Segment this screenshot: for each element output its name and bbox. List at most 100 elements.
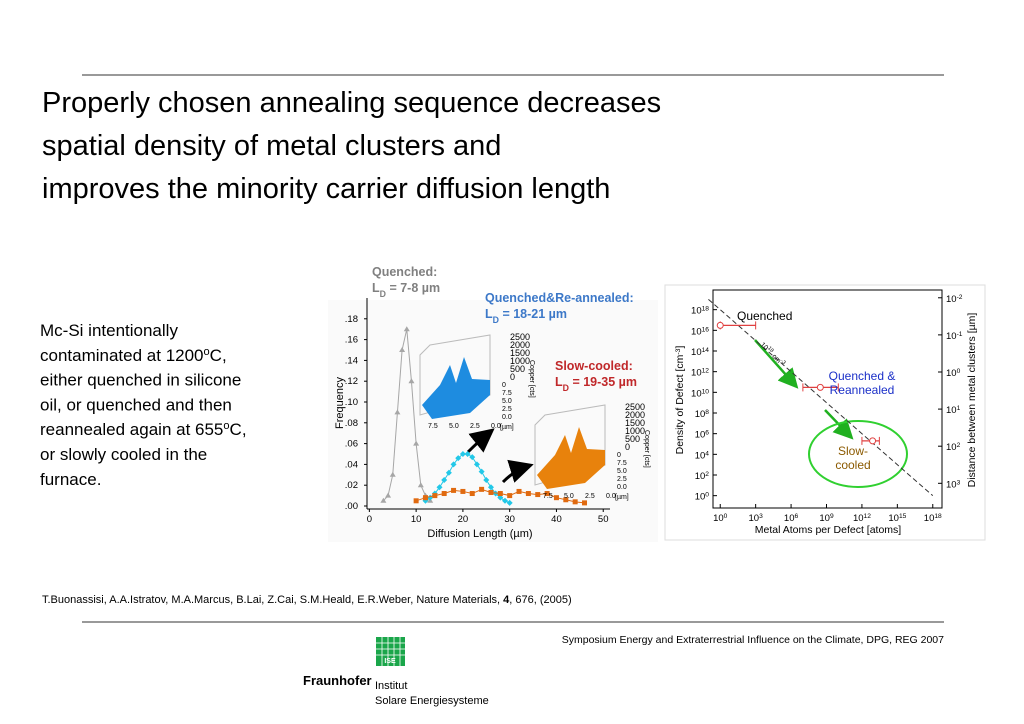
y-tick-label: .18 [345,314,358,325]
text-run: D [380,289,386,299]
tick-exp: 6 [795,513,799,520]
marker [479,486,485,492]
x-tick-label: 103 [749,513,764,525]
series-label: Reannealed [830,383,895,397]
tick-exp: 12 [864,513,872,520]
y-axis-label: Frequency [334,377,346,429]
text-run: reannealed again at 655 [40,420,223,439]
tick-base: 10 [695,409,706,420]
logo-line2: Solare Energiesysteme [375,695,489,707]
y-tick-label: 1014 [691,347,709,359]
highlight-ellipse [808,420,908,488]
marker [413,498,419,504]
point [816,383,824,391]
y-tick-label: .06 [345,439,358,450]
y-tick-label: .02 [345,480,358,491]
tick-base: 10 [946,405,957,416]
marker [389,471,396,477]
text-run: o [223,420,229,432]
marker [455,455,462,462]
annotation-title: Quenched: [372,265,437,279]
tick-exp: 12 [702,367,710,374]
marker [380,497,387,503]
tick-exp: 1 [957,405,961,412]
reference-line [708,298,934,497]
x-tick-label: 50 [598,514,609,525]
marker [502,497,508,504]
y2-axis-label: Distance between metal clusters [µm] [966,313,978,488]
tick-exp: 4 [705,450,709,457]
body-line: furnace. [40,470,101,489]
y2-tick-label: 103 [946,479,961,491]
tick-exp: 2 [705,471,709,478]
text-run: contaminated at 1200 [40,346,204,365]
inset-side-tick: 0 [617,452,621,459]
arrow [754,339,799,389]
tick-exp: 15 [899,513,907,520]
tick-exp: 0 [724,513,728,520]
inset-x-tick: 2.5 [585,493,595,500]
y-tick-label: 1016 [691,326,709,338]
inset-z-tick: 2000 [510,340,530,350]
tick-exp: -2 [957,293,963,300]
text-run: = 7-8 µm [386,281,440,295]
body-line: oil, or quenched and then [40,395,232,414]
text-run: = 18-21 µm [499,307,567,321]
marker [572,499,578,505]
inset-x-tick: 2.5 [470,423,480,430]
inset-z-tick: 1000 [510,356,530,366]
marker [441,491,447,497]
text-run: 10 [759,341,770,352]
y-tick-label: .12 [345,376,358,387]
inset-x-unit: [µm] [615,494,629,501]
plot-frame [712,289,943,509]
inset-x-tick: 7.5 [543,493,553,500]
tick-base: 10 [924,513,935,524]
tick-exp: 18 [702,305,710,312]
tick-base: 10 [691,368,702,379]
text-run: Density of Defect [cm [674,354,686,454]
body-line: Mc-Si intentionally [40,321,178,340]
marker [535,492,541,498]
tick-exp: 6 [705,429,709,436]
marker [506,499,513,506]
marker [422,495,428,501]
x-tick-label: 30 [504,514,515,525]
tick-base: 10 [695,430,706,441]
y2-tick-label: 10-2 [946,293,963,305]
inset-x-tick: 5.0 [449,423,459,430]
inset-side-tick: 2.5 [502,406,512,413]
y-tick-label: .10 [345,397,358,408]
y-axis-label: Density of Defect [cm-3] [674,346,686,455]
y-tick-label: 1012 [691,367,709,379]
annotation-value: LD = 7-8 µm [372,281,440,299]
tick-base: 10 [691,347,702,358]
inset-surface [537,427,605,489]
text-run: oil, or quenched and then [40,395,232,414]
marker [483,477,490,483]
marker [507,493,513,499]
y-tick-label: .08 [345,418,358,429]
logo-badge: ISE [384,658,396,665]
inset-z-tick: 500 [625,434,640,444]
text-run: -3 [675,348,682,354]
x-tick-label: 109 [819,513,834,525]
text-run: , 676, (2005) [509,594,571,606]
text-run: Mc-Si intentionally [40,321,178,340]
marker [445,469,452,476]
body-line: either quenched in silicone [40,371,241,390]
marker [441,477,448,483]
inset-z-tick: 500 [510,364,525,374]
series-label: Slow- [838,444,868,458]
logo-line1: Institut [375,680,407,692]
marker [582,500,588,506]
inset-side-tick: 5.0 [617,468,627,475]
tick-exp: 16 [702,326,710,333]
x-tick-label: 1012 [853,513,871,525]
tick-base: 10 [946,294,957,305]
title-line: improves the minority carrier diffusion … [42,173,610,205]
inset-z-tick: 1500 [625,418,645,428]
tick-base: 10 [946,442,957,453]
text-run: furnace. [40,470,101,489]
text-run: ] [674,346,686,349]
